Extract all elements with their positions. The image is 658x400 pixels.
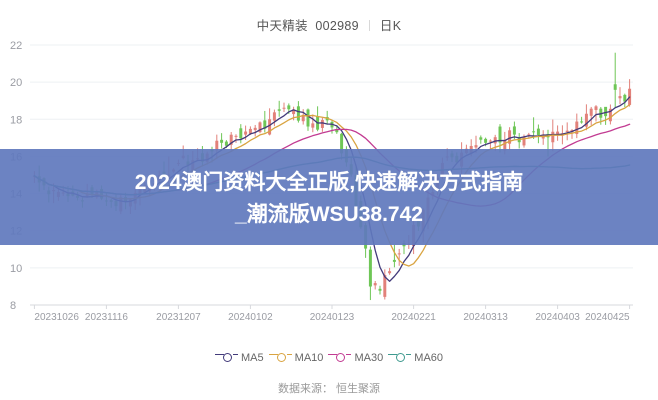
svg-text:20240313: 20240313: [463, 312, 508, 323]
svg-text:22: 22: [10, 40, 22, 52]
svg-text:20240123: 20240123: [310, 312, 355, 323]
svg-text:20240221: 20240221: [391, 312, 436, 323]
svg-text:20: 20: [10, 77, 22, 89]
svg-text:20231116: 20231116: [85, 312, 128, 323]
svg-text:20231207: 20231207: [156, 312, 201, 323]
svg-text:20240425: 20240425: [585, 312, 630, 323]
svg-text:10: 10: [10, 263, 22, 275]
svg-text:20240403: 20240403: [535, 312, 580, 323]
svg-text:18: 18: [10, 114, 22, 126]
svg-text:8: 8: [10, 300, 16, 312]
svg-text:20240102: 20240102: [228, 312, 273, 323]
svg-text:20231026: 20231026: [34, 312, 79, 323]
